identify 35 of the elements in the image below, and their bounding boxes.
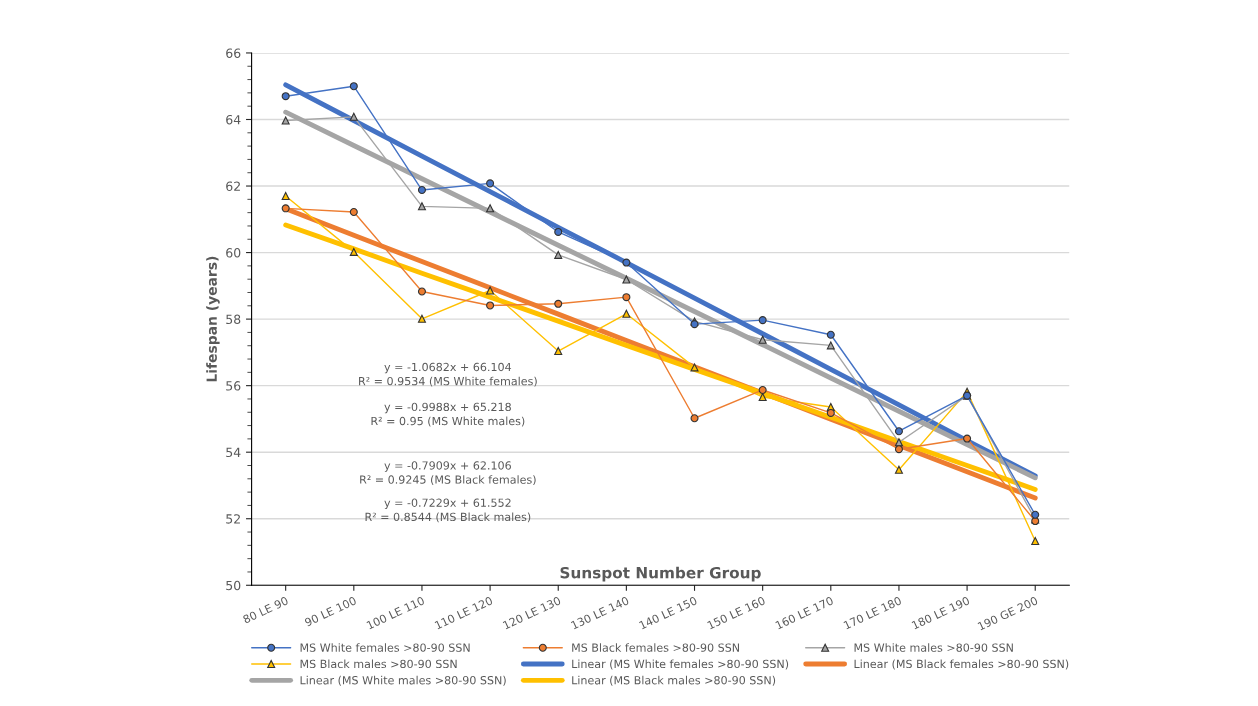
legend-label: Linear (MS Black females >80-90 SSN) bbox=[854, 659, 1069, 670]
legend-label: MS Black males >80-90 SSN bbox=[300, 659, 457, 669]
x-tick-label: 90 LE 100 bbox=[304, 596, 357, 627]
legend-label: Linear (MS Black males >80-90 SSN) bbox=[572, 675, 776, 686]
y-tick-label: 50 bbox=[226, 580, 241, 591]
x-tick-label: 150 LE 160 bbox=[707, 596, 766, 630]
y-tick-label: 62 bbox=[226, 181, 240, 191]
legend-label: Linear (MS White males >80-90 SSN) bbox=[300, 675, 506, 686]
x-tick-label: 110 LE 120 bbox=[434, 596, 494, 630]
y-tick-label: 58 bbox=[226, 314, 241, 325]
y-tick-label: 60 bbox=[226, 248, 241, 258]
x-tick-label: 170 LE 180 bbox=[843, 596, 902, 630]
legend-label: MS Black females >80-90 SSN bbox=[572, 643, 739, 652]
legend-label: MS White females >80-90 SSN bbox=[300, 643, 470, 652]
annotation: y = -0.7909x + 62.106 R² = 0.9245 (MS Black females) bbox=[360, 461, 536, 486]
legend-label: MS White males >80-90 SSN bbox=[854, 643, 1013, 652]
annotation: y = -1.0682x + 66.104 R² = 0.9534 (MS White females) bbox=[359, 362, 537, 387]
x-tick-label: 140 LE 150 bbox=[638, 596, 698, 630]
x-axis-title: Sunspot Number Group bbox=[560, 566, 761, 582]
legend-label: Linear (MS White females >80-90 SSN) bbox=[572, 659, 789, 670]
x-tick-label: 160 LE 170 bbox=[775, 596, 834, 630]
y-tick-label: 56 bbox=[226, 381, 241, 391]
annotation: y = -0.7229x + 61.552 R² = 0.8544 (MS Black males) bbox=[365, 498, 531, 523]
y-tick-label: 66 bbox=[226, 48, 241, 58]
annotation: y = -0.9988x + 65.218 R² = 0.95 (MS White males) bbox=[371, 402, 525, 427]
x-tick-label: 100 LE 110 bbox=[366, 596, 425, 630]
x-tick-label: 120 LE 130 bbox=[502, 596, 562, 630]
x-tick-label: 190 GE 200 bbox=[977, 596, 1039, 631]
x-tick-label: 180 LE 190 bbox=[911, 596, 971, 630]
y-axis-title: Lifespan (years) bbox=[206, 256, 220, 382]
x-tick-label: 80 LE 90 bbox=[242, 596, 289, 624]
y-tick-label: 54 bbox=[226, 447, 241, 458]
x-tick-label: 130 LE 140 bbox=[570, 596, 630, 630]
y-tick-label: 52 bbox=[226, 514, 240, 524]
y-tick-label: 64 bbox=[226, 114, 241, 125]
